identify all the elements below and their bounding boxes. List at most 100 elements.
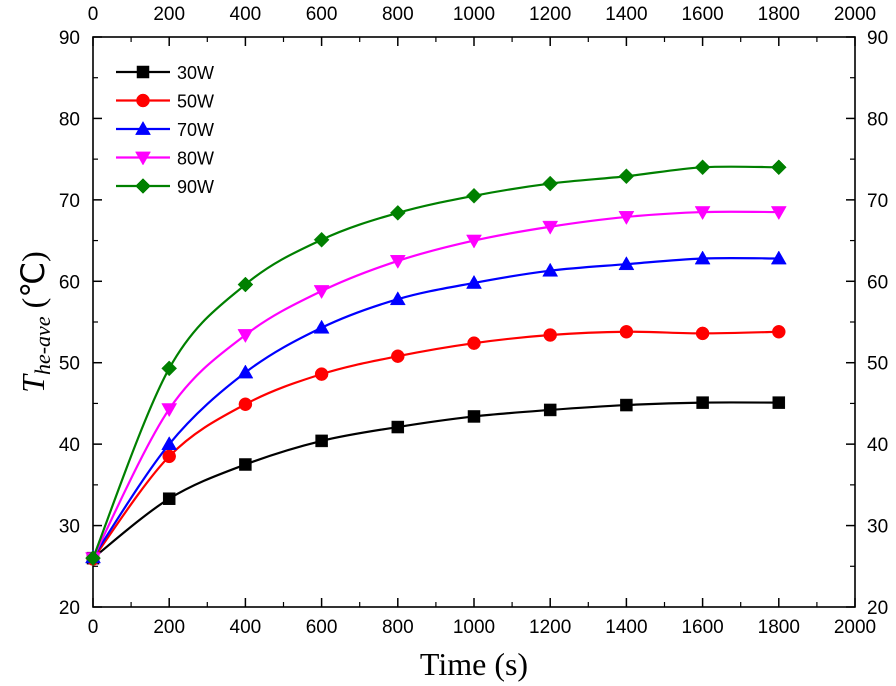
x-tick-label-bottom: 200: [153, 617, 185, 638]
x-tick-label-top: 0: [88, 4, 99, 25]
x-tick-label-top: 1000: [453, 4, 495, 25]
data-point-80W: [618, 211, 635, 225]
y-tick-label-left: 80: [59, 109, 80, 130]
legend-item-90W: 90W: [116, 177, 214, 197]
data-point-50W: [391, 349, 405, 363]
data-point-50W: [543, 328, 557, 342]
y-tick-label-right: 20: [867, 598, 888, 619]
data-point-70W: [466, 274, 482, 289]
series-layer: [85, 159, 787, 567]
data-point-70W: [313, 319, 330, 334]
data-point-80W: [161, 403, 178, 418]
x-tick-label-bottom: 1400: [605, 617, 647, 638]
x-tick-label-top: 200: [153, 4, 185, 25]
y-tick-label-right: 50: [867, 354, 888, 375]
data-point-30W: [391, 420, 405, 434]
data-point-90W: [85, 550, 101, 566]
x-tick-label-bottom: 2000: [834, 617, 876, 638]
data-point-70W: [542, 262, 559, 277]
x-tick-label-top: 400: [230, 4, 262, 25]
data-point-30W: [162, 492, 176, 505]
legend-marker-50W: [136, 93, 150, 108]
x-tick-label-top: 1800: [758, 4, 800, 25]
x-tick-label-bottom: 400: [230, 617, 262, 638]
x-tick-label-bottom: 0: [88, 617, 99, 638]
y-tick-label-left: 40: [59, 435, 80, 456]
x-tick-label-bottom: 600: [306, 617, 338, 638]
legend-item-30W: 30W: [116, 63, 214, 83]
data-point-70W: [161, 436, 178, 451]
x-tick-label-top: 2000: [834, 4, 876, 25]
series-70W: [85, 250, 787, 564]
y-tick-label-left: 30: [59, 517, 80, 538]
data-point-80W: [542, 220, 559, 235]
data-point-30W: [543, 403, 557, 417]
y-tick-label-left: 50: [59, 354, 80, 375]
data-point-80W: [313, 285, 330, 300]
data-point-50W: [162, 449, 176, 464]
y-tick-label-left: 60: [59, 272, 80, 293]
legend-item-50W: 50W: [116, 92, 214, 112]
data-point-90W: [694, 159, 711, 176]
legend-marker-30W: [136, 65, 150, 79]
x-tick-label-bottom: 800: [382, 617, 414, 638]
y-tick-label-right: 30: [867, 517, 888, 538]
data-point-30W: [315, 434, 328, 448]
y-tick-label-left: 90: [59, 28, 80, 49]
x-tick-label-top: 1400: [605, 4, 647, 25]
data-point-90W: [313, 231, 330, 248]
series-line-50W: [92, 330, 779, 560]
data-point-80W: [389, 255, 406, 269]
series-80W: [85, 206, 787, 567]
series-line-80W: [92, 210, 779, 559]
series-90W: [85, 159, 787, 566]
data-point-70W: [694, 250, 711, 265]
series-50W: [86, 325, 786, 566]
legend-marker-90W: [135, 178, 151, 194]
legend: 30W 50W 70W 80W 90W: [116, 63, 214, 197]
series-line-90W: [91, 165, 779, 559]
data-point-90W: [542, 175, 559, 192]
data-point-80W: [237, 329, 254, 344]
legend-marker-80W: [135, 151, 151, 166]
data-point-90W: [770, 159, 787, 176]
series-line-70W: [92, 256, 779, 558]
y-tick-label-left: 70: [59, 191, 80, 212]
x-tick-label-top: 1600: [681, 4, 723, 25]
y-axis-title: The-ave (℃): [15, 251, 55, 393]
ticks-layer: 0 0 200 200 400 400 600 600 800 800 1000 1000 1200 12…: [59, 4, 888, 638]
x-tick-label-top: 600: [306, 4, 338, 25]
y-axis-title-unit: (℃): [15, 251, 51, 316]
x-tick-label-bottom: 1000: [453, 617, 495, 638]
legend-item-80W: 80W: [116, 149, 214, 169]
y-tick-label-right: 80: [867, 109, 888, 130]
data-point-30W: [772, 396, 786, 409]
legend-label-70W: 70W: [177, 120, 214, 140]
data-point-30W: [467, 410, 481, 423]
legend-label-90W: 90W: [177, 177, 214, 197]
series-line-30W: [92, 401, 779, 560]
data-point-90W: [389, 205, 406, 221]
legend-label-30W: 30W: [177, 63, 214, 83]
y-tick-label-left: 20: [59, 598, 80, 619]
data-point-50W: [619, 325, 634, 339]
series-30W: [86, 396, 786, 565]
data-point-90W: [161, 360, 178, 377]
data-point-70W: [237, 364, 254, 379]
data-point-80W: [694, 206, 711, 221]
x-tick-label-bottom: 1600: [681, 617, 723, 638]
data-point-50W: [238, 397, 253, 411]
y-tick-label-right: 40: [867, 435, 888, 456]
data-point-30W: [239, 458, 252, 471]
data-point-50W: [772, 325, 786, 339]
data-point-70W: [770, 250, 787, 265]
y-axis-title-symbol: T: [15, 373, 51, 393]
x-tick-label-bottom: 1200: [529, 617, 571, 638]
x-tick-label-top: 1200: [529, 4, 571, 25]
data-point-50W: [467, 336, 481, 350]
x-tick-label-bottom: 1800: [758, 617, 800, 638]
data-point-70W: [618, 256, 635, 271]
data-point-80W: [770, 206, 787, 221]
data-point-80W: [466, 234, 482, 249]
